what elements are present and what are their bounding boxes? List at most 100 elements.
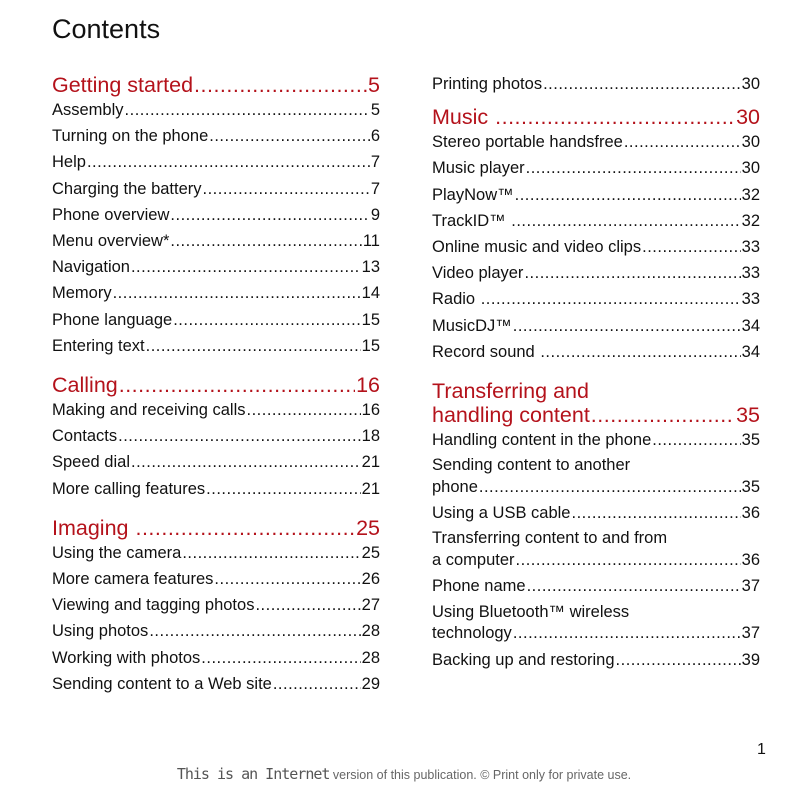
toc-entry[interactable]: Using Bluetooth™ wireless technology 37: [432, 600, 760, 647]
entry-page: 9: [370, 205, 380, 224]
entry-label-line1: Using Bluetooth™ wireless: [432, 602, 630, 621]
toc-entry[interactable]: Phone overview 9: [52, 202, 380, 228]
toc-entry[interactable]: Working with photos 28: [52, 645, 380, 671]
entry-page: 34: [741, 342, 760, 361]
toc-right-column: Printing photos 30 Music 30 Stereo portab…: [432, 71, 760, 673]
entry-label: Contacts: [52, 427, 118, 446]
section-page: 16: [356, 373, 380, 398]
entry-page: 35: [741, 477, 760, 496]
toc-entry[interactable]: Radio 33: [432, 286, 760, 312]
page-number: 1: [757, 741, 766, 758]
toc-entry[interactable]: Using a USB cable 36: [432, 500, 760, 526]
entry-label: Online music and video clips: [432, 238, 642, 257]
toc-entry[interactable]: Transferring content to and from a compu…: [432, 526, 760, 573]
toc-entry[interactable]: Video player 33: [432, 260, 760, 286]
toc-entry[interactable]: Handling content in the phone 35: [432, 427, 760, 453]
section-label-line2: handling content: [432, 403, 590, 428]
toc-section-imaging[interactable]: Imaging 25: [52, 514, 380, 540]
toc-section-music[interactable]: Music 30: [432, 103, 760, 129]
section-label-line1: Transferring and: [432, 379, 589, 404]
entry-page: 6: [370, 127, 380, 146]
entry-page: 32: [741, 185, 760, 204]
entry-label: Using a USB cable: [432, 504, 571, 523]
entry-page: 7: [370, 153, 380, 172]
toc-left-column: Getting started 5 Assembly 5 Turning on th…: [52, 71, 380, 697]
entry-label: Memory: [52, 284, 112, 303]
entry-label: Menu overview*: [52, 232, 170, 251]
entry-page: 16: [361, 401, 380, 420]
entry-label: TrackID™: [432, 211, 511, 230]
toc-entry[interactable]: Assembly 5: [52, 97, 380, 123]
entry-page: 28: [361, 648, 380, 667]
entry-page: 5: [370, 101, 380, 119]
toc-entry[interactable]: Sending content to another phone 35: [432, 453, 760, 500]
toc-entry[interactable]: Charging the battery 7: [52, 176, 380, 202]
entry-label-line1: Transferring content to and from: [432, 529, 668, 548]
entry-label: Phone name: [432, 577, 526, 596]
entry-label: MusicDJ™: [432, 316, 512, 335]
entry-page: 37: [741, 624, 760, 643]
toc-entry[interactable]: Viewing and tagging photos 27: [52, 592, 380, 618]
entry-label: More calling features: [52, 479, 206, 498]
entry-label: Sending content to a Web site: [52, 674, 272, 693]
entry-label: Help: [52, 153, 86, 172]
entry-page: 13: [361, 258, 380, 277]
toc-entry[interactable]: Phone name 37: [432, 573, 760, 599]
toc-entry[interactable]: Using the camera 25: [52, 540, 380, 566]
entry-page: 29: [361, 674, 380, 693]
toc-section-calling[interactable]: Calling 16: [52, 371, 380, 397]
toc-entry[interactable]: Stereo portable handsfree 30: [432, 129, 760, 155]
entry-label: Stereo portable handsfree: [432, 133, 623, 152]
entry-label: PlayNow™: [432, 185, 514, 204]
entry-label-line2: a computer: [432, 550, 515, 569]
toc-entry[interactable]: More calling features 21: [52, 476, 380, 502]
toc-entry[interactable]: MusicDJ™ 34: [432, 313, 760, 339]
section-label: Imaging: [52, 515, 135, 540]
section-page: 30: [736, 105, 760, 130]
toc-entry[interactable]: Speed dial 21: [52, 449, 380, 475]
toc-entry[interactable]: Making and receiving calls 16: [52, 397, 380, 423]
entry-page: 14: [361, 284, 380, 303]
toc-entry[interactable]: Menu overview* 11: [52, 228, 380, 254]
toc-entry[interactable]: Backing up and restoring 39: [432, 647, 760, 673]
toc-entry[interactable]: TrackID™ 32: [432, 208, 760, 234]
entry-page: 21: [361, 479, 380, 498]
toc-entry[interactable]: Entering text 15: [52, 333, 380, 359]
toc-entry[interactable]: PlayNow™ 32: [432, 182, 760, 208]
entry-page: 37: [741, 577, 760, 596]
entry-page: 34: [741, 316, 760, 335]
footer-text: version of this publication. © Print onl…: [329, 768, 632, 782]
entry-label: Handling content in the phone: [432, 431, 652, 450]
toc-entry[interactable]: Help 7: [52, 149, 380, 175]
toc-entry[interactable]: Phone language 15: [52, 307, 380, 333]
entry-page: 35: [741, 431, 760, 450]
entry-page: 33: [741, 290, 760, 309]
toc-section-getting-started[interactable]: Getting started 5: [52, 71, 380, 97]
toc-entry[interactable]: Memory 14: [52, 280, 380, 306]
entry-page: 30: [741, 159, 760, 178]
entry-page: 15: [361, 310, 380, 329]
entry-label: Record sound: [432, 342, 540, 361]
toc-entry[interactable]: Navigation 13: [52, 254, 380, 280]
entry-page: 33: [741, 238, 760, 257]
toc-entry[interactable]: Sending content to a Web site 29: [52, 671, 380, 697]
section-page: 25: [356, 515, 380, 540]
entry-label: Working with photos: [52, 648, 201, 667]
entry-page: 18: [361, 427, 380, 446]
toc-entry[interactable]: Contacts 18: [52, 423, 380, 449]
entry-label: Phone language: [52, 310, 173, 329]
section-page: 35: [736, 403, 760, 428]
entry-page: 25: [361, 543, 380, 562]
entry-label: Using the camera: [52, 543, 182, 562]
toc-entry[interactable]: More camera features 26: [52, 566, 380, 592]
entry-page: 21: [361, 453, 380, 472]
toc-entry[interactable]: Online music and video clips 33: [432, 234, 760, 260]
toc-entry[interactable]: Printing photos 30: [432, 71, 760, 97]
toc-entry[interactable]: Using photos 28: [52, 618, 380, 644]
section-label: Calling: [52, 373, 118, 398]
toc-entry[interactable]: Turning on the phone 6: [52, 123, 380, 149]
entry-label: Backing up and restoring: [432, 650, 615, 669]
toc-section-transferring[interactable]: Transferring and handling content 35: [432, 379, 760, 427]
toc-entry[interactable]: Record sound 34: [432, 339, 760, 365]
toc-entry[interactable]: Music player 30: [432, 155, 760, 181]
